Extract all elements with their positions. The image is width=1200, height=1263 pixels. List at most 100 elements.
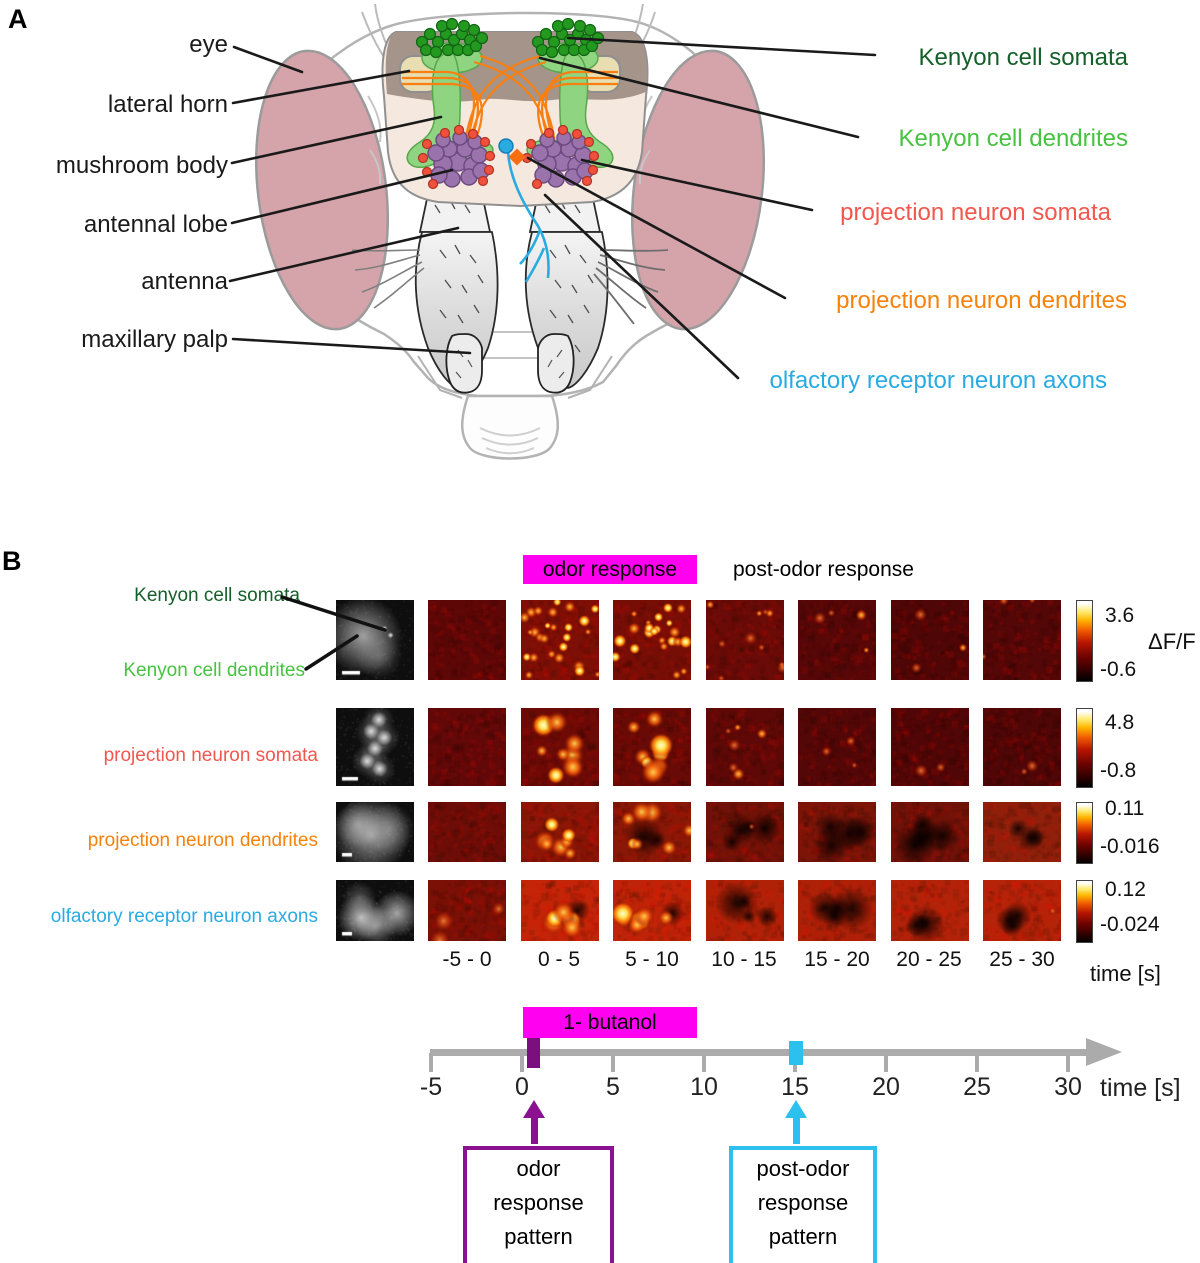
- odor-box-line2: response: [493, 1190, 584, 1215]
- reference-image-row2: [336, 708, 414, 786]
- odor-box-line3: pattern: [504, 1224, 573, 1249]
- tick-label-5: 20: [872, 1073, 900, 1101]
- post-odor-time-marker: [789, 1041, 803, 1065]
- heatmap-row3-bin3: [613, 802, 691, 862]
- post-box-line1: post-odor: [756, 1156, 850, 1181]
- colorbar1-min: -0.6: [1100, 658, 1137, 681]
- colorbar1-unit: ΔF/F: [1148, 629, 1196, 654]
- tick-label-0: -5: [419, 1073, 443, 1101]
- label-maxillary-palp: maxillary palp: [81, 326, 228, 353]
- heatmap-row2-bin5: [798, 708, 876, 786]
- tick-0: [520, 1053, 524, 1072]
- bin-label-6: 25 - 30: [989, 948, 1055, 971]
- odor-arrow-stem: [531, 1116, 538, 1144]
- colorbar-row2: [1076, 708, 1093, 788]
- heatmap-row3-bin7: [983, 802, 1061, 862]
- timeline-axis-label: time [s]: [1100, 1074, 1181, 1102]
- tick-10: [702, 1053, 706, 1072]
- bin-label-5: 20 - 25: [896, 948, 962, 971]
- reference-image-row4: [336, 880, 414, 941]
- tick-5: [611, 1053, 615, 1072]
- heatmap-row2-bin3: [613, 708, 691, 786]
- colorbar3-max: 0.11: [1105, 797, 1145, 820]
- panel-a-tag: A: [8, 4, 28, 34]
- odor-arrow-icon: [523, 1100, 545, 1118]
- tick-label-7: 30: [1054, 1073, 1082, 1101]
- label-eye: eye: [189, 31, 228, 58]
- tick--5: [429, 1053, 433, 1072]
- heatmap-row1-bin1: [428, 600, 506, 680]
- reference-image-row3: [336, 802, 414, 862]
- label-projection-neuron-dendrites: projection neuron dendrites: [836, 287, 1127, 314]
- stimulus-label: 1- butanol: [523, 1007, 697, 1038]
- colorbar2-max: 4.8: [1105, 711, 1135, 734]
- tick-label-6: 25: [963, 1073, 991, 1101]
- colorbar3-min: -0.016: [1100, 835, 1160, 858]
- post-odor-response-header: post-odor response: [733, 558, 914, 581]
- label-kenyon-cell-somata: Kenyon cell somata: [918, 44, 1128, 71]
- row-label-kenyon-cell-dendrites: Kenyon cell dendrites: [123, 660, 305, 681]
- tick-label-2: 5: [606, 1073, 620, 1101]
- colorbar2-min: -0.8: [1100, 759, 1137, 782]
- bin-label-1: 0 - 5: [537, 948, 581, 971]
- bin-label-0: -5 - 0: [442, 948, 492, 971]
- post-odor-arrow-stem: [793, 1116, 800, 1144]
- colorbar-row1: [1076, 600, 1093, 682]
- heatmap-row2-bin7: [983, 708, 1061, 786]
- post-box-line2: response: [757, 1190, 849, 1215]
- reference-image-row1: [336, 600, 414, 680]
- label-mushroom-body: mushroom body: [55, 152, 228, 179]
- heatmap-row4-bin1: [428, 880, 506, 941]
- label-lateral-horn: lateral horn: [107, 91, 228, 118]
- heatmap-row3-bin5: [798, 802, 876, 862]
- tick-20: [884, 1053, 888, 1072]
- label-olfactory-receptor-neuron-axons: olfactory receptor neuron axons: [769, 367, 1107, 394]
- heatmap-row3-bin2: [520, 802, 599, 862]
- tick-label-4: 15: [781, 1073, 809, 1101]
- heatmap-row2-bin1: [428, 708, 506, 786]
- row-label-olfactory-receptor-neuron-axons: olfactory receptor neuron axons: [50, 906, 318, 927]
- post-box-line3: pattern: [768, 1224, 838, 1249]
- heatmap-row4-bin3: [613, 880, 691, 941]
- heatmap-row4-bin5: [798, 880, 876, 941]
- heatmap-row1-bin4: [705, 600, 784, 680]
- label-antenna: antenna: [141, 268, 228, 295]
- heatmap-row3-bin4: [705, 802, 784, 862]
- bin-label-3: 10 - 15: [711, 948, 777, 971]
- heatmap-row2-bin4: [705, 708, 784, 786]
- tick-25: [975, 1053, 979, 1072]
- label-kenyon-cell-dendrites: Kenyon cell dendrites: [898, 125, 1128, 152]
- heatmap-row4-bin2: [520, 880, 599, 941]
- colorbar-row3: [1076, 802, 1093, 864]
- heatmap-row4-bin6: [890, 880, 969, 941]
- odor-box-line1: odor: [516, 1156, 561, 1181]
- heatmap-row1-bin5: [798, 600, 876, 680]
- colorbar4-max: 0.12: [1105, 878, 1146, 901]
- post-odor-response-pattern-box: post-odor response pattern: [729, 1146, 877, 1263]
- heatmap-row4-bin7: [983, 880, 1061, 941]
- heatmap-row3-bin1: [428, 802, 506, 862]
- heatmap-row1-bin3: [613, 600, 691, 680]
- post-odor-arrow-icon: [785, 1100, 807, 1118]
- label-antennal-lobe: antennal lobe: [83, 211, 228, 238]
- row-label-projection-neuron-somata: projection neuron somata: [103, 745, 318, 766]
- tick-label-3: 10: [690, 1073, 718, 1101]
- heatmap-row1-bin2: [520, 600, 599, 680]
- odor-response-header: odor response: [523, 555, 697, 584]
- colorbar1-max: 3.6: [1105, 604, 1135, 627]
- timeline-axis: [430, 1049, 1090, 1056]
- heatmap-row4-bin4: [705, 880, 784, 941]
- odor-time-marker: [527, 1038, 540, 1068]
- heatmap-row1-bin6: [890, 600, 969, 680]
- tick-30: [1066, 1053, 1070, 1072]
- heatmap-row2-bin2: [520, 708, 599, 786]
- panel-b-tag: B: [2, 546, 22, 576]
- colorbar4-min: -0.024: [1100, 913, 1160, 936]
- colorbar-row4: [1076, 880, 1093, 943]
- odor-response-pattern-box: odor response pattern: [463, 1146, 614, 1263]
- heatmap-row2-bin6: [890, 708, 969, 786]
- heatmap-row3-bin6: [890, 802, 969, 862]
- bin-label-2: 5 - 10: [625, 948, 679, 971]
